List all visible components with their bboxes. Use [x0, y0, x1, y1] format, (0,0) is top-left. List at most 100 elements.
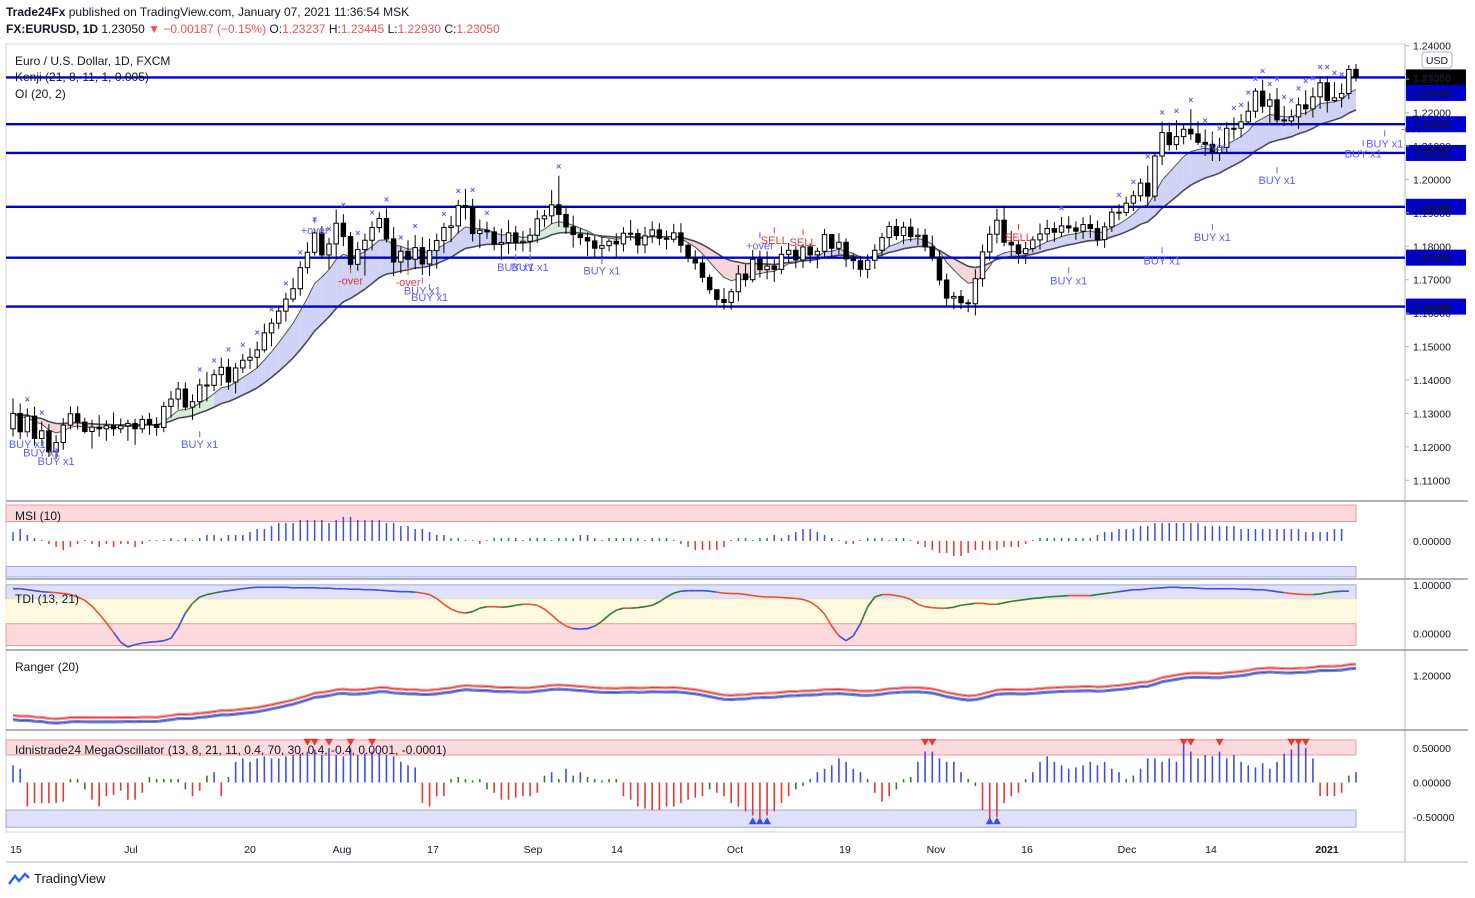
- main-legend-title: Euro / U.S. Dollar, 1D, FXCM: [15, 54, 170, 68]
- tdi-line-segment: [1097, 592, 1105, 596]
- high-label: H:: [328, 22, 341, 36]
- kenji-cloud-segment: [961, 262, 969, 284]
- tdi-line-segment: [242, 586, 251, 590]
- signal-label: BUY x1: [411, 292, 448, 304]
- candle-body: [649, 229, 655, 237]
- tdi-line-segment: [644, 604, 653, 608]
- tdi-line-segment: [716, 591, 725, 594]
- candle-body: [232, 367, 239, 383]
- ranger-line: [12, 667, 1357, 724]
- ranger-legend: Ranger (20): [15, 660, 79, 674]
- kenji-cloud-segment: [1068, 233, 1076, 245]
- price-label-box: [1406, 116, 1466, 133]
- candle-body: [606, 240, 612, 247]
- price-tick-label: 1.21000: [1413, 141, 1451, 153]
- tdi-line-segment: [852, 623, 862, 637]
- cross-marker: ×: [1174, 106, 1179, 116]
- candle-body: [197, 384, 203, 403]
- cross-marker: ×: [1253, 74, 1258, 84]
- candle-body: [771, 265, 777, 270]
- low-label: L:: [387, 22, 398, 36]
- candle-body: [261, 332, 268, 351]
- candle-body: [1288, 116, 1295, 122]
- footer-brand[interactable]: TradingView: [34, 871, 106, 886]
- candle-body: [283, 298, 289, 312]
- candle-body: [1353, 68, 1359, 78]
- candle-body: [750, 258, 756, 281]
- signal-label: +over: [746, 240, 774, 252]
- tdi-line-segment: [594, 620, 603, 627]
- ranger-line: [12, 664, 1357, 721]
- candle-body: [268, 322, 275, 334]
- cross-marker: ×: [1332, 68, 1337, 78]
- tdi-line-segment: [1003, 600, 1012, 604]
- signal-label: BUY x1: [181, 439, 218, 451]
- cross-marker: ×: [1282, 92, 1287, 102]
- candle-body: [965, 302, 971, 305]
- tdi-tick-label: 0.00000: [1413, 628, 1451, 640]
- cross-marker: ×: [1325, 62, 1330, 72]
- tdi-line-segment: [1276, 590, 1285, 594]
- ranger-line: [12, 668, 1357, 725]
- cross-marker: ×: [1317, 62, 1322, 72]
- cross-marker: ×: [269, 304, 274, 314]
- signal-label: BUY x1: [583, 265, 620, 277]
- close-value: 1.23050: [456, 22, 500, 36]
- signal-label: -over: [338, 275, 363, 287]
- kenji-cloud-segment: [1334, 99, 1342, 120]
- price-change: −0.00187 (−0.15%): [163, 22, 267, 36]
- kenji-cloud-segment: [192, 402, 200, 416]
- tdi-line-segment: [816, 606, 826, 615]
- price-tick-label: 1.11000: [1413, 475, 1450, 487]
- cross-marker: ×: [1131, 177, 1136, 187]
- candle-body: [563, 214, 569, 228]
- msi-legend: MSI (10): [15, 509, 61, 523]
- candle-body: [304, 251, 311, 269]
- tdi-line-segment: [55, 591, 64, 595]
- candle-body: [1137, 182, 1144, 197]
- kenji-cloud-segment: [1190, 149, 1198, 186]
- tdi-line-segment: [221, 589, 229, 593]
- tdi-band: [5, 598, 1357, 625]
- kenji-cloud-segment: [199, 398, 207, 413]
- candle-body: [994, 219, 1000, 235]
- tdi-line-segment: [1118, 589, 1127, 593]
- kenji-cloud-segment: [242, 372, 250, 396]
- high-value: 1.23445: [340, 22, 385, 36]
- cross-marker: ×: [355, 228, 360, 238]
- chart-frame: [5, 43, 1468, 863]
- ranger-line: [12, 666, 1357, 723]
- tdi-line-segment: [235, 587, 243, 591]
- candle-body: [326, 243, 332, 256]
- candle-body: [139, 418, 145, 430]
- candle-body: [355, 249, 361, 265]
- price-tick-label: 1.13000: [1413, 408, 1451, 420]
- cross-marker: ×: [398, 233, 403, 243]
- candle-body: [836, 241, 842, 249]
- cross-marker: ×: [1303, 76, 1308, 86]
- sell-triangle-icon: [1287, 738, 1296, 746]
- kenji-cloud-segment: [544, 223, 552, 238]
- price-label-box: [1406, 298, 1466, 315]
- cross-marker: ×: [1203, 116, 1208, 126]
- tdi-line-segment: [70, 593, 78, 598]
- kenji-cloud-segment: [896, 240, 904, 251]
- publish-line: Trade24Fx published on TradingView.com, …: [6, 5, 409, 19]
- candle-body: [900, 226, 907, 237]
- currency-badge[interactable]: [1421, 51, 1453, 69]
- low-value: 1.22930: [397, 22, 441, 36]
- candle-body: [477, 229, 483, 235]
- kenji-cloud-segment: [329, 259, 337, 317]
- signal-label: SELL: [761, 235, 788, 247]
- publisher-name[interactable]: Trade24Fx: [6, 5, 66, 19]
- tdi-line-segment: [213, 590, 222, 594]
- kenji-cloud-segment: [372, 240, 380, 284]
- candle-body: [132, 422, 138, 430]
- candle-body: [577, 234, 584, 239]
- candle-body: [742, 273, 749, 281]
- tdi-line-segment: [866, 596, 876, 608]
- cross-marker: ×: [1267, 79, 1272, 89]
- tdi-line-segment: [996, 602, 1005, 606]
- cross-marker: ×: [25, 394, 30, 404]
